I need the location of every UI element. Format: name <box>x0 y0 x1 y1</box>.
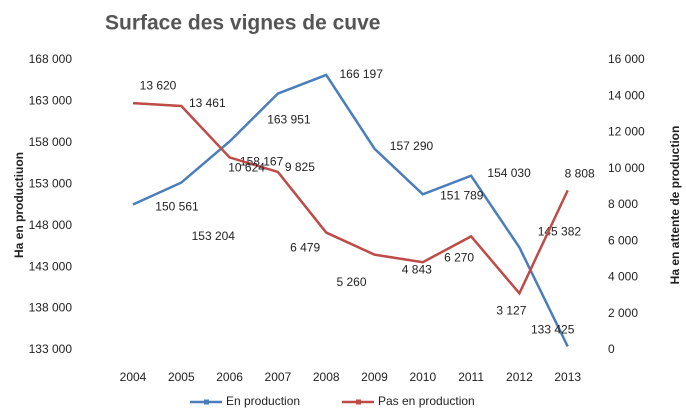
y2-tick-label: 0 <box>608 342 615 356</box>
x-tick-label: 2004 <box>120 370 147 384</box>
data-label: 8 808 <box>565 167 595 181</box>
data-label: 145 382 <box>538 225 582 239</box>
x-tick-label: 2013 <box>554 370 581 384</box>
x-tick-label: 2008 <box>313 370 340 384</box>
chart-title: Surface des vignes de cuve <box>105 12 380 35</box>
y-tick-label: 163 000 <box>29 94 73 108</box>
y2-tick-label: 4 000 <box>608 270 638 284</box>
y2-tick-label: 8 000 <box>608 197 638 211</box>
data-label: 3 127 <box>496 303 526 317</box>
y-axis-title: Ha en productiuon <box>12 152 26 258</box>
data-label: 158 167 <box>240 155 284 169</box>
line <box>132 101 569 296</box>
y2-tick-label: 16 000 <box>608 52 645 66</box>
y2-tick-label: 14 000 <box>608 88 645 102</box>
data-label: 163 951 <box>267 113 311 127</box>
data-label: 13 461 <box>189 96 226 110</box>
x-tick-label: 2005 <box>168 370 195 384</box>
data-label: 150 561 <box>155 200 199 214</box>
y2-tick-label: 12 000 <box>608 125 645 139</box>
y2-tick-label: 6 000 <box>608 233 638 247</box>
x-tick-label: 2011 <box>458 370 484 384</box>
x-tick-label: 2007 <box>265 370 292 384</box>
y-tick-label: 138 000 <box>29 301 73 315</box>
data-label: 6 479 <box>290 241 320 255</box>
x-tick-label: 2010 <box>409 370 436 384</box>
x-tick-label: 2009 <box>361 370 388 384</box>
y2-axis-title: Ha en attente de production <box>668 126 682 285</box>
data-label: 157 290 <box>390 139 434 153</box>
data-label: 10 624 <box>228 161 265 175</box>
legend-marker <box>356 399 361 405</box>
data-label: 166 197 <box>340 67 384 81</box>
x-tick-label: 2012 <box>506 370 533 384</box>
data-label: 133 425 <box>531 323 575 337</box>
y-tick-label: 143 000 <box>29 259 73 273</box>
y-tick-label: 158 000 <box>29 135 73 149</box>
data-label: 13 620 <box>140 78 177 92</box>
y-tick-label: 133 000 <box>29 342 73 356</box>
data-label: 4 843 <box>402 262 432 276</box>
legend-label: Pas en production <box>378 394 475 408</box>
data-label: 153 204 <box>192 229 236 243</box>
data-label: 9 825 <box>285 160 315 174</box>
data-label: 5 260 <box>336 275 366 289</box>
y-tick-label: 153 000 <box>29 176 73 190</box>
line <box>132 73 569 348</box>
legend-label: En production <box>226 394 300 408</box>
x-tick-label: 2006 <box>216 370 243 384</box>
y2-tick-label: 10 000 <box>608 161 645 175</box>
y2-tick-label: 2 000 <box>608 306 638 320</box>
data-label: 151 789 <box>440 188 484 202</box>
y-tick-label: 148 000 <box>29 218 73 232</box>
y-tick-label: 168 000 <box>29 52 73 66</box>
legend-marker <box>204 399 209 405</box>
data-label: 154 030 <box>487 166 531 180</box>
data-label: 6 270 <box>444 251 474 265</box>
